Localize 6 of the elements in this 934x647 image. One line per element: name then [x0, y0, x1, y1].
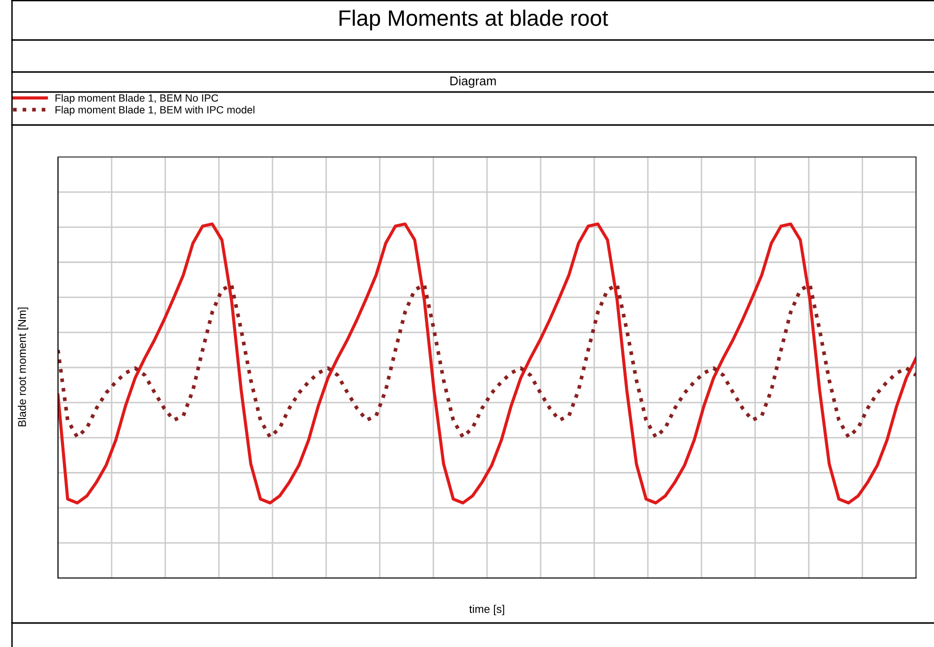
x-axis-title: time [s]: [469, 604, 504, 616]
chart-subtitle: Diagram: [450, 76, 496, 88]
legend-label: Flap moment Blade 1, BEM No IPC: [56, 94, 218, 104]
y-axis-title: Blade root moment [Nm]: [18, 308, 28, 426]
chart-title: Flap Moments at blade root: [340, 10, 608, 30]
legend-label: Flap moment Blade 1, BEM with IPC model: [56, 106, 254, 116]
